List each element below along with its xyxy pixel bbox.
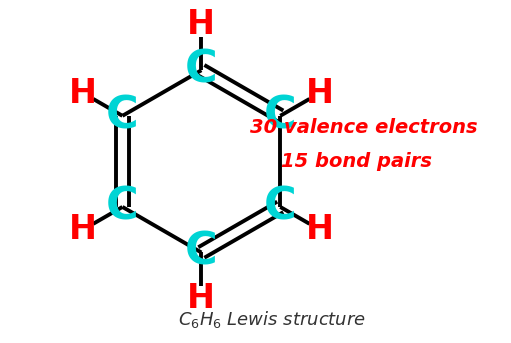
Text: $C_6H_6$ Lewis structure: $C_6H_6$ Lewis structure [178,309,366,330]
Text: 15 bond pairs: 15 bond pairs [281,152,432,171]
Text: H: H [69,213,97,246]
Text: 30 valence electrons: 30 valence electrons [249,118,477,137]
Text: H: H [188,8,215,41]
Text: C: C [185,49,218,92]
Text: C: C [185,231,218,274]
Text: C: C [264,186,296,228]
Text: C: C [106,186,139,228]
Text: H: H [306,213,334,246]
Text: H: H [306,76,334,109]
Text: C: C [106,94,139,137]
Text: H: H [69,76,97,109]
Text: C: C [264,94,296,137]
Text: H: H [188,282,215,315]
